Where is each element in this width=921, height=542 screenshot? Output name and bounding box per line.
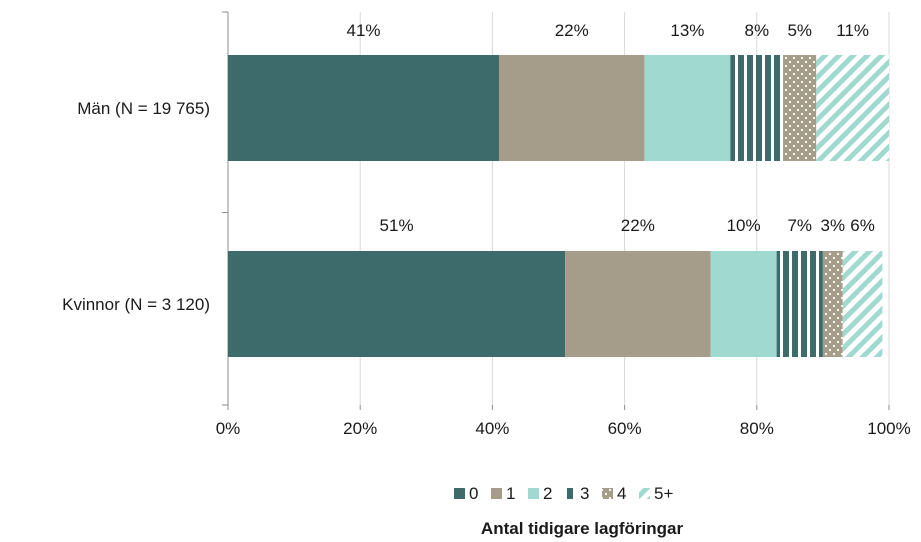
data-label: 8% [745, 21, 770, 40]
legend: 0 1 2 3 4 5+ [454, 484, 673, 503]
data-label: 3% [821, 216, 846, 235]
data-label: 22% [621, 216, 655, 235]
bar-segment-3 [730, 55, 784, 161]
data-label: 51% [380, 216, 414, 235]
x-tick-label: 20% [343, 419, 377, 438]
category-label: Kvinnor (N = 3 120) [62, 295, 210, 314]
bar-segment-0 [228, 251, 566, 357]
data-label: 22% [555, 21, 589, 40]
x-tick-label: 80% [740, 419, 774, 438]
bar-segment-1 [565, 251, 711, 357]
bars [228, 55, 889, 357]
legend-label: 4 [617, 484, 626, 503]
x-tick-label: 0% [216, 419, 241, 438]
bar-segment-4 [822, 251, 843, 357]
data-label: 13% [670, 21, 704, 40]
bar-segment-5plus [816, 55, 889, 161]
legend-swatch [454, 488, 465, 499]
data-labels: 41% 22% 13% 8% 5% 11% 51% 22% 10% 7% 3% 6% [346, 21, 874, 235]
bar-segment-3 [776, 251, 823, 357]
data-label: 11% [836, 21, 869, 40]
data-label: 5% [787, 21, 812, 40]
data-label: 41% [346, 21, 380, 40]
legend-label: 5+ [654, 484, 673, 503]
legend-title: Antal tidigare lagföringar [481, 519, 684, 538]
legend-swatch [491, 488, 502, 499]
legend-swatch [602, 488, 613, 499]
legend-label: 1 [506, 484, 515, 503]
bar-segment-5plus [842, 251, 883, 357]
data-label: 7% [787, 216, 812, 235]
bar-segment-2 [710, 251, 777, 357]
data-label: 10% [727, 216, 761, 235]
bar-segment-0 [228, 55, 500, 161]
x-tick-label: 100% [867, 419, 910, 438]
category-label: Män (N = 19 765) [77, 99, 210, 118]
legend-swatch [565, 488, 576, 499]
bar-segment-2 [644, 55, 731, 161]
legend-swatch [528, 488, 539, 499]
data-label: 6% [850, 216, 875, 235]
bar-segment-1 [499, 55, 645, 161]
legend-swatch [639, 488, 650, 499]
x-tick-label: 40% [475, 419, 509, 438]
legend-label: 2 [543, 484, 552, 503]
x-tick-label: 60% [608, 419, 642, 438]
bar-segment-4 [783, 55, 817, 161]
legend-label: 3 [580, 484, 589, 503]
legend-label: 0 [469, 484, 478, 503]
